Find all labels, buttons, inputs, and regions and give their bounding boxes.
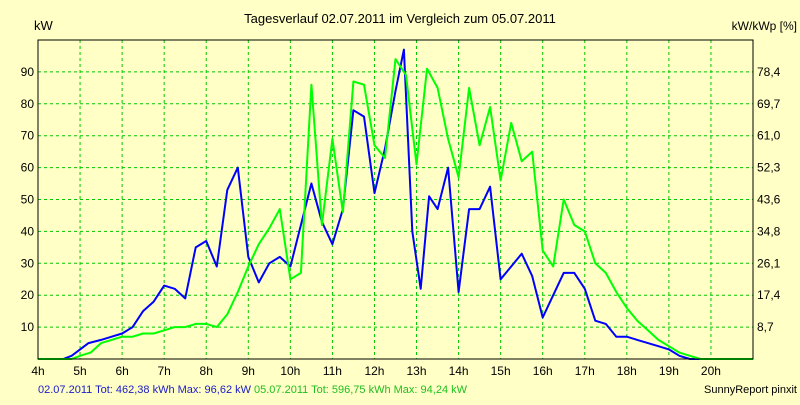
credit-text: SunnyReport pinxit [704,384,797,396]
y-tick-label-right: 34,8 [757,224,781,238]
legend-series-1: 02.07.2011 Tot: 462,38 kWh Max: 96,62 kW [38,384,252,396]
x-tick-label: 12h [364,364,384,378]
x-tick-label: 8h [200,364,213,378]
x-tick-label: 13h [407,364,427,378]
y-tick-label-left: 70 [21,129,35,143]
tick-labels: 4h 5h 6h 7h 8h 9h 10h 11h 12h 13h 14h 15h 16h 17h 18h 1… [21,65,781,378]
grid [38,40,753,359]
y-tick-label-right: 8,7 [757,320,774,334]
x-tick-label: 18h [617,364,637,378]
y-tick-label-left: 40 [21,224,35,238]
y-tick-label-left: 30 [21,256,35,270]
y-tick-label-right: 61,0 [757,129,781,143]
y-tick-label-right: 52,3 [757,161,781,175]
y-tick-label-right: 78,4 [757,65,781,79]
x-tick-label: 19h [659,364,679,378]
y-tick-label-left: 60 [21,161,35,175]
x-tick-label: 9h [242,364,255,378]
y-tick-label-left: 80 [21,97,35,111]
legend-series-2: 05.07.2011 Tot: 596,75 kWh Max: 94,24 kW [254,384,468,396]
y-tick-label-right: 43,6 [757,193,781,207]
y-tick-label-left: 20 [21,288,35,302]
x-tick-label: 20h [701,364,721,378]
y-tick-label-right: 69,7 [757,97,781,111]
x-tick-label: 14h [449,364,469,378]
y-tick-label-left: 90 [21,65,35,79]
series-line-1 [38,48,753,360]
x-tick-label: 10h [280,364,300,378]
x-tick-label: 4h [31,364,44,378]
chart-title: Tagesverlauf 02.07.2011 im Vergleich zum… [244,11,556,26]
plot-frame [37,39,754,360]
series-layer [38,48,753,360]
y-tick-label-right: 17,4 [757,288,781,302]
right-axis-unit: kW/kWp [%] [732,19,797,33]
y-tick-label-right: 26,1 [757,256,781,270]
x-tick-label: 6h [115,364,128,378]
left-axis-unit: kW [34,18,54,33]
series-line-2 [38,58,753,360]
y-tick-label-left: 10 [21,320,35,334]
x-tick-label: 15h [491,364,511,378]
x-tick-label: 16h [533,364,553,378]
y-tick-label-left: 50 [21,193,35,207]
x-tick-label: 5h [73,364,86,378]
x-tick-label: 7h [157,364,170,378]
x-tick-label: 11h [323,364,342,378]
x-tick-label: 17h [575,364,595,378]
